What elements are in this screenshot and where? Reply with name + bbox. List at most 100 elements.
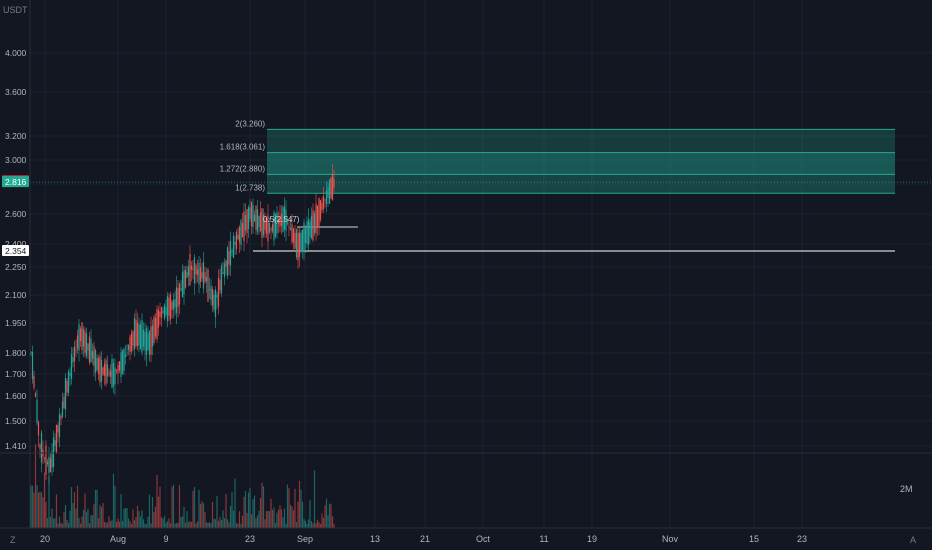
volume-bar	[330, 504, 332, 528]
candle-body	[307, 219, 310, 246]
volume-bar	[94, 489, 97, 528]
auto-scale-icon[interactable]: A	[910, 535, 917, 545]
candle-body	[37, 422, 40, 436]
candle-body	[159, 311, 161, 317]
volume-bar	[90, 515, 92, 528]
candle-body	[186, 272, 188, 278]
candle-body	[306, 221, 308, 244]
candle-body	[274, 214, 277, 237]
time-tick-label: 15	[749, 534, 759, 544]
candle-body	[166, 296, 169, 322]
volume-bar	[130, 523, 133, 528]
volume-bar	[307, 519, 310, 528]
candle-body	[198, 262, 200, 285]
volume-bar	[219, 517, 221, 528]
volume-bar	[63, 512, 65, 528]
volume-bar	[57, 523, 59, 528]
volume-bar	[207, 522, 209, 528]
volume-bar	[49, 517, 52, 528]
price-tick-label: 2.400	[5, 239, 27, 249]
candle-body	[243, 211, 245, 242]
candle-body	[79, 328, 82, 342]
candle-body	[54, 440, 56, 446]
fib-extension-tool[interactable]	[267, 128, 895, 228]
candle-body	[102, 367, 104, 375]
fib-zone	[267, 174, 895, 194]
candle-body	[271, 224, 274, 232]
volume-bar	[327, 515, 329, 528]
candle-body	[285, 209, 287, 231]
volume-bar	[297, 501, 299, 528]
candle-body	[147, 333, 149, 350]
candle-body	[247, 206, 250, 230]
volume-bar	[198, 489, 200, 528]
currency-label: USDT	[3, 5, 28, 15]
volume-bar	[108, 516, 110, 528]
candle-body	[267, 215, 269, 242]
candle-body	[162, 311, 164, 313]
fib-zone	[267, 129, 895, 153]
volume-bar	[115, 521, 118, 528]
volume-bar	[148, 494, 151, 528]
time-tick-label: 20	[40, 534, 50, 544]
volume-bar	[169, 523, 172, 528]
log-scale-icon[interactable]: Z	[10, 535, 16, 545]
candle-body	[291, 224, 293, 242]
candle-body	[153, 317, 155, 343]
candle-body	[331, 173, 334, 201]
candle-body	[61, 401, 64, 417]
volume-bar	[333, 523, 335, 528]
volume-bar	[306, 523, 308, 528]
candle-body	[207, 269, 209, 302]
candle-body	[85, 333, 88, 356]
volume-bar	[228, 522, 230, 528]
candle-body	[178, 283, 181, 305]
volume-bar	[172, 484, 175, 528]
candle-body	[282, 207, 284, 232]
candle-body	[286, 222, 289, 224]
candle-body	[261, 208, 263, 238]
candle-body	[313, 212, 316, 233]
volume-bar	[226, 519, 229, 528]
candle-body	[262, 214, 265, 235]
time-axis[interactable]: 20 Aug 9 23 Sep 13 21 Oct 11 19 Nov 15 23	[40, 534, 807, 544]
grid-lines	[30, 0, 932, 528]
volume-bar	[133, 520, 136, 528]
candle-body	[180, 288, 182, 291]
volume-bar	[81, 516, 83, 528]
candle-body	[190, 265, 193, 270]
volume-bar	[289, 504, 292, 528]
volume-bar	[286, 484, 289, 528]
volume-bar	[145, 523, 148, 528]
volume-bar	[315, 523, 317, 528]
fib-level-labels: 1(2.738) 1.272(2.880) 1.618(3.061) 2(3.260)…	[220, 119, 300, 224]
price-tick-label: 3.600	[5, 87, 27, 97]
candle-body	[283, 206, 286, 230]
volume-bar	[33, 492, 35, 528]
candle-body	[94, 350, 97, 373]
candle-body	[292, 228, 295, 243]
volume-bar	[331, 516, 334, 528]
horizontal-lines[interactable]	[30, 181, 932, 252]
volume-bar	[136, 505, 139, 528]
volume-bar	[178, 485, 181, 528]
volume-bar	[292, 510, 295, 528]
volume-bar	[265, 511, 268, 528]
candle-body	[225, 260, 227, 267]
volume-bar	[277, 509, 280, 528]
candle-body	[64, 378, 67, 410]
volume-bar	[237, 523, 239, 528]
volume-bar	[280, 509, 283, 528]
candle-body	[33, 375, 35, 389]
volume-bar	[294, 488, 296, 528]
candle-body	[160, 307, 163, 318]
candle-body	[118, 361, 121, 371]
volume-series	[30, 444, 335, 528]
candle-body	[300, 232, 302, 252]
volume-bar	[223, 518, 226, 528]
time-tick-label: 9	[163, 534, 168, 544]
candle-body	[82, 329, 85, 347]
volume-bar	[181, 516, 184, 528]
candle-body	[130, 333, 133, 352]
